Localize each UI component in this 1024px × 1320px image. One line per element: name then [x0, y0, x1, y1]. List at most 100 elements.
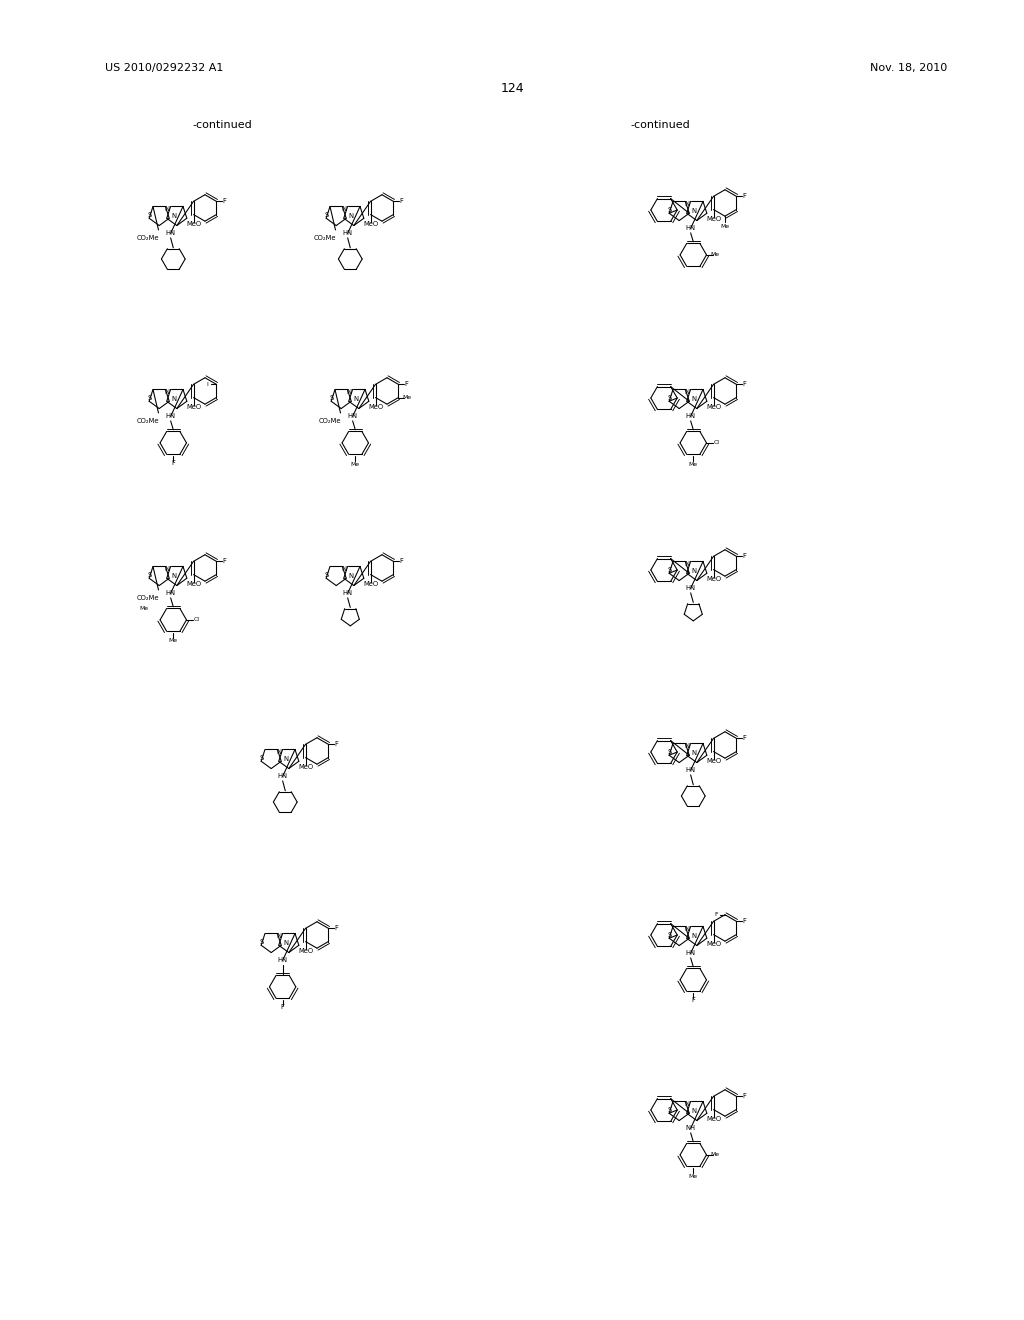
Text: N: N: [346, 389, 351, 395]
Text: S: S: [147, 572, 152, 578]
Text: MeO: MeO: [706, 1117, 721, 1122]
Text: F: F: [742, 919, 746, 924]
Text: CO₂Me: CO₂Me: [313, 235, 336, 240]
Text: S: S: [668, 1107, 672, 1113]
Text: Cl: Cl: [194, 618, 199, 622]
Text: MeO: MeO: [706, 577, 721, 582]
Text: HN: HN: [347, 413, 357, 420]
Text: HN: HN: [166, 590, 176, 597]
Text: S: S: [668, 395, 672, 401]
Text: N: N: [276, 750, 282, 755]
Text: F: F: [742, 735, 746, 742]
Text: MeO: MeO: [362, 581, 378, 587]
Text: MeO: MeO: [362, 222, 378, 227]
Text: S: S: [668, 207, 672, 213]
Text: N: N: [348, 213, 353, 219]
Text: Cl: Cl: [713, 441, 719, 445]
Text: N: N: [165, 389, 170, 395]
Text: NH: NH: [686, 1126, 695, 1131]
Text: F: F: [742, 1093, 746, 1100]
Text: MeO: MeO: [186, 404, 201, 411]
Text: Nov. 18, 2010: Nov. 18, 2010: [870, 63, 947, 73]
Text: CO₂Me: CO₂Me: [318, 418, 341, 424]
Text: MeO: MeO: [706, 758, 721, 764]
Text: N: N: [353, 396, 358, 401]
Text: F: F: [399, 558, 403, 565]
Text: MeO: MeO: [186, 222, 201, 227]
Text: S: S: [147, 395, 152, 401]
Text: N: N: [685, 561, 689, 568]
Text: N: N: [171, 573, 176, 578]
Text: N: N: [691, 568, 696, 573]
Text: F: F: [742, 381, 746, 387]
Text: S: S: [325, 572, 329, 578]
Text: MeO: MeO: [186, 581, 201, 587]
Text: S: S: [668, 748, 672, 755]
Text: CO₂Me: CO₂Me: [136, 418, 159, 424]
Text: N: N: [284, 940, 288, 945]
Text: F: F: [335, 925, 338, 932]
Text: MeO: MeO: [298, 948, 313, 954]
Text: F: F: [715, 912, 718, 917]
Text: F: F: [335, 742, 338, 747]
Text: HN: HN: [166, 413, 176, 420]
Text: HN: HN: [343, 231, 352, 236]
Text: HN: HN: [686, 413, 695, 420]
Text: F: F: [742, 193, 746, 199]
Text: N: N: [165, 206, 170, 213]
Text: N: N: [171, 396, 176, 401]
Text: Me: Me: [350, 462, 359, 466]
Text: N: N: [691, 1107, 696, 1114]
Text: 124: 124: [500, 82, 524, 95]
Text: -continued: -continued: [193, 120, 252, 129]
Text: N: N: [348, 573, 353, 578]
Text: F: F: [691, 997, 695, 1003]
Text: N: N: [685, 201, 689, 207]
Text: HN: HN: [686, 586, 695, 591]
Text: N: N: [685, 927, 689, 932]
Text: -continued: -continued: [630, 120, 690, 129]
Text: Me: Me: [689, 462, 697, 466]
Text: N: N: [685, 1101, 689, 1107]
Text: S: S: [147, 213, 152, 218]
Text: HN: HN: [686, 767, 695, 774]
Text: N: N: [276, 933, 282, 940]
Text: Me: Me: [721, 224, 729, 230]
Text: HN: HN: [343, 590, 352, 597]
Text: Me: Me: [711, 1152, 720, 1158]
Text: S: S: [668, 932, 672, 939]
Text: Me: Me: [711, 252, 720, 257]
Text: HN: HN: [166, 231, 176, 236]
Text: N: N: [685, 389, 689, 395]
Text: MeO: MeO: [706, 941, 721, 948]
Text: HN: HN: [686, 226, 695, 231]
Text: Me: Me: [139, 606, 148, 611]
Text: N: N: [165, 566, 170, 572]
Text: S: S: [668, 568, 672, 573]
Text: MeO: MeO: [706, 404, 721, 411]
Text: S: S: [259, 755, 263, 762]
Text: S: S: [325, 213, 329, 218]
Text: US 2010/0292232 A1: US 2010/0292232 A1: [105, 63, 223, 73]
Text: N: N: [691, 207, 696, 214]
Text: N: N: [685, 743, 689, 750]
Text: F: F: [399, 198, 403, 205]
Text: HN: HN: [278, 957, 288, 964]
Text: CO₂Me: CO₂Me: [136, 235, 159, 240]
Text: Me: Me: [689, 1173, 697, 1179]
Text: F: F: [281, 1005, 285, 1010]
Text: S: S: [330, 395, 334, 401]
Text: MeO: MeO: [368, 404, 383, 411]
Text: I: I: [207, 381, 209, 387]
Text: N: N: [171, 213, 176, 219]
Text: CO₂Me: CO₂Me: [136, 595, 159, 601]
Text: N: N: [342, 206, 346, 213]
Text: Me: Me: [169, 639, 178, 643]
Text: F: F: [222, 198, 226, 205]
Text: N: N: [691, 932, 696, 939]
Text: N: N: [284, 755, 288, 762]
Text: N: N: [691, 396, 696, 401]
Text: N: N: [342, 566, 346, 572]
Text: HN: HN: [686, 950, 695, 957]
Text: N: N: [691, 750, 696, 755]
